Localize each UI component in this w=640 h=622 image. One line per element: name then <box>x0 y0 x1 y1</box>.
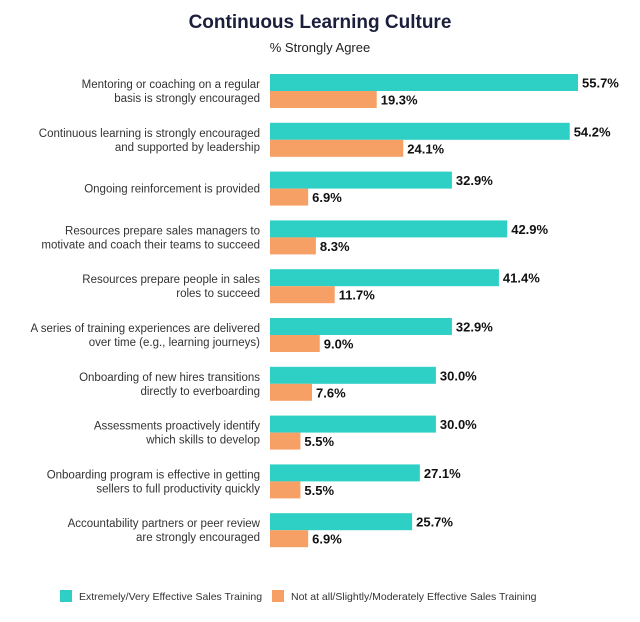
data-label: 41.4% <box>503 271 540 286</box>
data-label: 6.9% <box>312 190 342 205</box>
bar-not-effective <box>270 481 301 499</box>
data-label: 6.9% <box>312 532 342 547</box>
bar-not-effective <box>270 335 320 352</box>
data-label: 8.3% <box>320 239 350 254</box>
data-label: 30.0% <box>440 417 477 432</box>
category-label: Accountability partners or peer review <box>68 518 261 530</box>
data-label: 11.7% <box>339 288 376 303</box>
legend-label: Not at all/Slightly/Moderately Effective… <box>291 591 537 603</box>
category-label: directly to everboarding <box>140 386 260 398</box>
data-label: 27.1% <box>424 466 461 481</box>
bar-effective <box>270 464 420 482</box>
bar-not-effective <box>270 91 377 108</box>
data-label: 55.7% <box>582 76 619 91</box>
data-label: 24.1% <box>407 141 444 156</box>
bar-effective <box>270 171 452 189</box>
bar-not-effective <box>270 188 309 206</box>
data-label: 5.5% <box>304 483 334 498</box>
category-label: Mentoring or coaching on a regular <box>82 79 261 91</box>
category-label: Ongoing reinforcement is provided <box>84 184 260 196</box>
bar-effective <box>270 366 436 384</box>
category-label: Onboarding of new hires transitions <box>79 372 260 384</box>
data-label: 19.3% <box>381 93 418 108</box>
data-label: 54.2% <box>574 124 611 139</box>
category-label: Continuous learning is strongly encourag… <box>39 128 260 140</box>
data-label: 32.9% <box>456 173 493 188</box>
category-label: Resources prepare sales managers to <box>65 225 260 237</box>
category-label: Resources prepare people in sales <box>82 274 260 286</box>
bar-not-effective <box>270 286 335 304</box>
data-label: 5.5% <box>304 434 334 449</box>
legend-swatch <box>272 590 284 602</box>
category-label: over time (e.g., learning journeys) <box>89 337 260 349</box>
bar-effective <box>270 74 578 91</box>
category-label: which skills to develop <box>145 435 260 447</box>
bar-effective <box>270 269 499 287</box>
chart-title: Continuous Learning Culture <box>188 12 452 33</box>
category-label: are strongly encouraged <box>136 532 260 544</box>
category-label: Assessments proactively identify <box>94 421 260 433</box>
legend-label: Extremely/Very Effective Sales Training <box>79 591 262 603</box>
bar-not-effective <box>270 139 404 157</box>
data-label: 7.6% <box>316 385 346 400</box>
category-label: basis is strongly encouraged <box>114 93 260 105</box>
category-label: roles to succeed <box>176 288 260 300</box>
data-label: 32.9% <box>456 320 493 335</box>
data-label: 30.0% <box>440 368 477 383</box>
legend-swatch <box>60 590 72 602</box>
bar-effective <box>270 318 452 335</box>
data-label: 42.9% <box>511 222 548 237</box>
bar-effective <box>270 122 570 140</box>
category-label: sellers to full productivity quickly <box>96 483 260 495</box>
bar-not-effective <box>270 237 316 255</box>
bar-not-effective <box>270 530 309 548</box>
category-label: and supported by leadership <box>115 142 260 154</box>
bar-effective <box>270 513 413 531</box>
category-label: A series of training experiences are del… <box>31 323 261 335</box>
data-label: 9.0% <box>324 337 354 352</box>
category-label: motivate and coach their teams to succee… <box>41 239 260 251</box>
bar-effective <box>270 220 508 238</box>
bar-not-effective <box>270 432 301 450</box>
bar-effective <box>270 415 436 433</box>
category-label: Onboarding program is effective in getti… <box>47 469 260 481</box>
bar-not-effective <box>270 383 313 401</box>
chart-subtitle: % Strongly Agree <box>269 40 371 55</box>
data-label: 25.7% <box>416 515 453 530</box>
